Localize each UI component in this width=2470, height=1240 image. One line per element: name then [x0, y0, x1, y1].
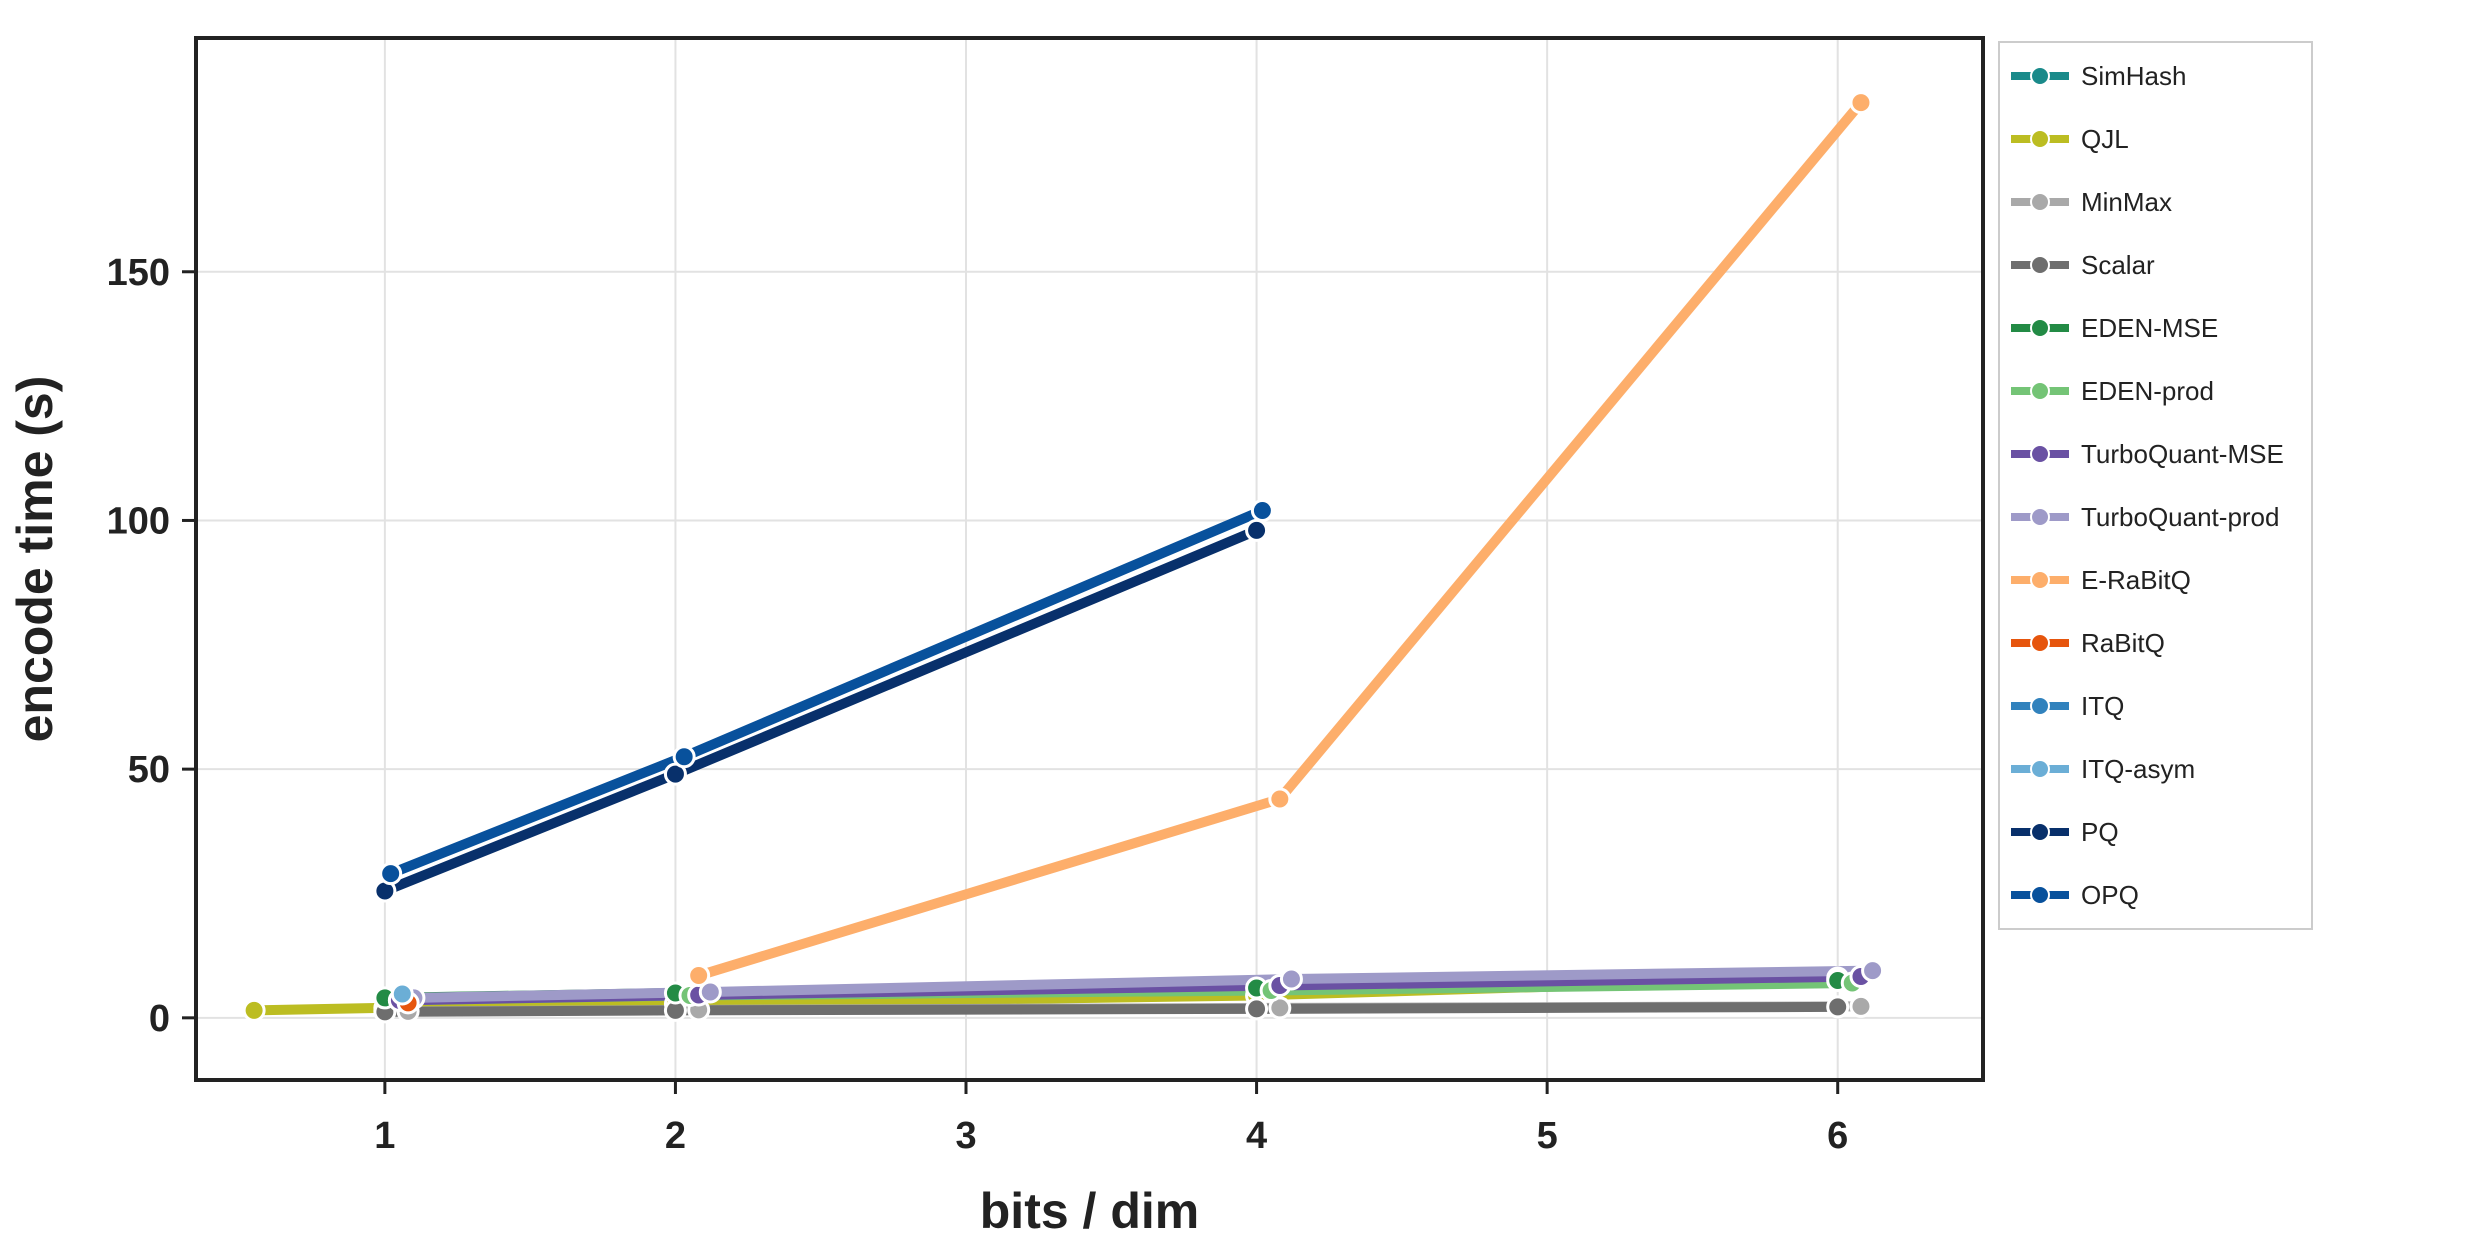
plot-frame: [194, 36, 1985, 1082]
legend-label-simhash: SimHash: [2081, 61, 2186, 91]
point-scalar: [1826, 995, 1850, 1019]
point-e-rabitq: [1268, 787, 1292, 811]
legend-marker-eden-prod: [2030, 381, 2050, 401]
x-tick-label: 5: [1537, 1115, 1558, 1157]
legend-label-e-rabitq: E-RaBitQ: [2081, 565, 2191, 595]
series-line-scalar: [379, 1001, 1843, 1017]
point-opq: [1250, 499, 1274, 523]
legend-marker-rabitq: [2030, 633, 2050, 653]
legend-label-eden-mse: EDEN-MSE: [2081, 313, 2218, 343]
y-tick-label: 150: [107, 252, 170, 294]
x-tick-label: 4: [1246, 1115, 1267, 1157]
point-qjl: [242, 998, 266, 1022]
legend-marker-itq: [2030, 696, 2050, 716]
legend-label-turboquant-mse: TurboQuant-MSE: [2081, 439, 2284, 469]
legend-marker-itq-asym: [2030, 759, 2050, 779]
legend-label-pq: PQ: [2081, 817, 2119, 847]
series-line-e-rabitq: [693, 97, 1866, 981]
series-line-turboquant-prod: [408, 965, 1878, 1003]
point-opq: [672, 745, 696, 769]
legend-marker-e-rabitq: [2030, 570, 2050, 590]
x-axis: 1 2 3 4 5 6: [374, 1080, 1848, 1157]
series-points: [242, 91, 1885, 1024]
legend-label-opq: OPQ: [2081, 880, 2139, 910]
legend-marker-pq: [2030, 822, 2050, 842]
point-e-rabitq: [687, 964, 711, 988]
series-line-opq: [385, 505, 1268, 879]
point-pq: [1245, 518, 1269, 542]
series-line-pq: [379, 525, 1262, 896]
point-turboquant-prod: [1279, 967, 1303, 991]
point-opq: [379, 862, 403, 886]
legend-marker-scalar: [2030, 255, 2050, 275]
x-tick-label: 1: [374, 1115, 395, 1157]
legend: SimHash QJL MinMax Scalar EDEN-MSE EDEN-prod T…: [1998, 41, 2313, 930]
y-tick-label: 50: [128, 749, 170, 791]
y-axis: 0 50 100 150: [107, 252, 196, 1040]
legend-label-minmax: MinMax: [2081, 187, 2172, 217]
series-lines: [249, 97, 1878, 1017]
legend-marker-qjl: [2030, 129, 2050, 149]
legend-marker-minmax: [2030, 192, 2050, 212]
legend-box: [1998, 41, 2313, 930]
legend-marker-turboquant-prod: [2030, 507, 2050, 527]
y-axis-title: encode time (s): [7, 376, 63, 743]
x-tick-label: 6: [1827, 1115, 1848, 1157]
legend-label-qjl: QJL: [2081, 124, 2129, 154]
y-tick-label: 100: [107, 500, 170, 542]
point-minmax: [1849, 994, 1873, 1018]
legend-label-scalar: Scalar: [2081, 250, 2155, 280]
legend-marker-simhash: [2030, 66, 2050, 86]
point-itq-asym: [390, 982, 414, 1006]
x-axis-title: bits / dim: [980, 1183, 1199, 1239]
legend-marker-eden-mse: [2030, 318, 2050, 338]
point-turboquant-prod: [1861, 959, 1885, 983]
legend-label-itq: ITQ: [2081, 691, 2124, 721]
x-tick-label: 2: [665, 1115, 686, 1157]
legend-marker-opq: [2030, 885, 2050, 905]
point-e-rabitq: [1849, 91, 1873, 115]
y-tick-label: 0: [149, 998, 170, 1040]
legend-label-eden-prod: EDEN-prod: [2081, 376, 2214, 406]
grid: [196, 38, 1983, 1080]
point-scalar: [1245, 997, 1269, 1021]
legend-label-itq-asym: ITQ-asym: [2081, 754, 2195, 784]
legend-label-turboquant-prod: TurboQuant-prod: [2081, 502, 2279, 532]
x-tick-label: 3: [955, 1115, 976, 1157]
legend-marker-turboquant-mse: [2030, 444, 2050, 464]
legend-label-rabitq: RaBitQ: [2081, 628, 2165, 658]
point-turboquant-prod: [698, 980, 722, 1004]
